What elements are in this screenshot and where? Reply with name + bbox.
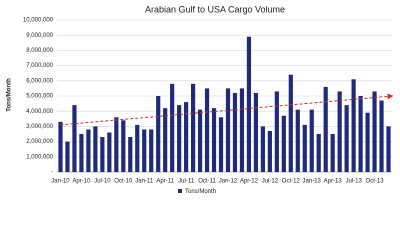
- bar: [246, 36, 252, 172]
- bar: [225, 88, 231, 172]
- bar: [232, 92, 238, 172]
- bar: [121, 120, 126, 172]
- x-tick-label: Jul-13: [345, 179, 362, 185]
- bar: [156, 96, 161, 172]
- bar: [177, 105, 182, 172]
- bar: [163, 108, 168, 172]
- bar: [65, 141, 70, 172]
- bar: [86, 129, 91, 172]
- bar: [204, 88, 210, 172]
- bar: [365, 112, 370, 172]
- bar: [93, 126, 98, 172]
- x-tick-label: Apr-13: [324, 179, 343, 185]
- x-tick-label: Apr-12: [240, 179, 259, 185]
- x-tick-label: Jul-11: [178, 179, 195, 185]
- bar: [309, 109, 314, 172]
- bar: [149, 129, 154, 172]
- y-tick-label: 2,000,000: [26, 139, 53, 145]
- x-tick-label: Jan-10: [51, 179, 70, 185]
- legend-label: Tons/Month: [185, 189, 216, 195]
- bar: [281, 115, 286, 172]
- bar: [295, 109, 300, 172]
- x-tick-label: Jan-13: [303, 179, 322, 185]
- bar: [170, 83, 175, 172]
- x-tick-label: Apr-11: [156, 179, 174, 185]
- x-tick-label: Jul-10: [94, 179, 111, 185]
- y-tick-label: 8,000,000: [26, 48, 53, 54]
- y-tick-label: 9,000,000: [26, 33, 53, 39]
- bar: [135, 124, 140, 172]
- bar: [253, 92, 258, 172]
- bar: [100, 137, 105, 172]
- bar: [323, 86, 328, 172]
- y-axis-title: Tons/Month: [7, 78, 13, 112]
- bar: [302, 124, 307, 172]
- x-tick-label: Apr-10: [72, 179, 91, 185]
- bar: [344, 105, 349, 172]
- x-tick-label: Jan-12: [219, 179, 238, 185]
- bar: [184, 102, 189, 172]
- bar: [211, 108, 217, 172]
- y-tick-label: -: [51, 170, 53, 176]
- y-tick-label: 1,000,000: [26, 154, 53, 160]
- bar: [386, 126, 391, 172]
- y-tick-label: 5,000,000: [26, 94, 53, 100]
- y-tick-label: 6,000,000: [26, 78, 53, 84]
- bar: [107, 132, 112, 172]
- bar: [337, 91, 342, 172]
- bar: [79, 134, 84, 172]
- x-tick-label: Oct-12: [282, 179, 301, 185]
- bar: [358, 96, 363, 172]
- bar: [260, 126, 265, 172]
- bar: [142, 129, 147, 172]
- bar: [218, 117, 224, 172]
- bar: [379, 100, 384, 172]
- bar: [128, 137, 133, 172]
- x-tick-label: Oct-10: [114, 179, 133, 185]
- bar: [197, 109, 203, 172]
- x-tick-label: Oct-13: [366, 179, 385, 185]
- bar: [351, 79, 356, 172]
- chart: Arabian Gulf to USA Cargo Volume Tons/Mo…: [7, 4, 394, 195]
- chart-title: Arabian Gulf to USA Cargo Volume: [145, 4, 285, 14]
- x-tick-label: Jul-12: [262, 179, 279, 185]
- trend-line: [60, 93, 394, 126]
- x-tick-label: Oct-11: [198, 179, 216, 185]
- bar: [191, 83, 196, 172]
- bar: [72, 105, 77, 172]
- y-tick-label: 4,000,000: [26, 109, 53, 115]
- bar: [330, 134, 335, 172]
- bar: [288, 74, 293, 172]
- bar: [372, 91, 377, 172]
- bar: [58, 121, 63, 172]
- bar: [239, 88, 245, 172]
- bar: [267, 130, 272, 172]
- x-tick-label: Jan-11: [135, 179, 154, 185]
- bar: [114, 117, 119, 172]
- bar: [316, 134, 321, 172]
- y-tick-label: 3,000,000: [26, 124, 53, 130]
- y-tick-label: 10,000,000: [23, 18, 54, 24]
- y-tick-label: 7,000,000: [26, 63, 53, 69]
- legend-swatch: [178, 189, 182, 193]
- bar: [274, 91, 279, 172]
